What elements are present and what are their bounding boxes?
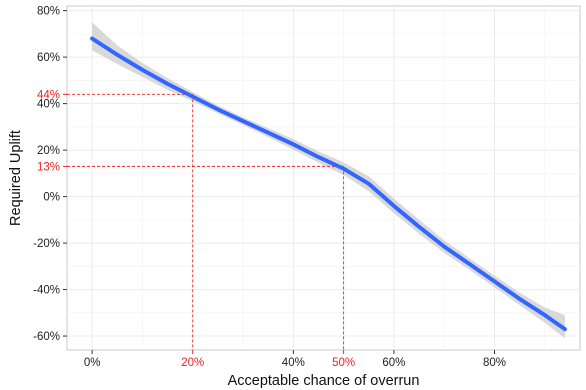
y-tick-label: 44% xyxy=(37,89,60,101)
y-tick-label: 0% xyxy=(43,192,60,204)
y-axis-title: Required Uplift xyxy=(8,130,24,226)
x-axis-title: Acceptable chance of overrun xyxy=(228,373,420,389)
y-tick-label: 20% xyxy=(37,145,60,157)
y-tick-label: 80% xyxy=(37,6,60,18)
x-tick-label: 80% xyxy=(483,357,506,369)
x-tick-label: 50% xyxy=(332,357,355,369)
x-tick-label: 0% xyxy=(84,357,101,369)
grid xyxy=(66,5,581,351)
x-tick-label: 20% xyxy=(181,357,204,369)
x-tick-label: 40% xyxy=(282,357,305,369)
x-tick-label: 60% xyxy=(382,357,405,369)
axis-ticks xyxy=(63,10,495,354)
tick-labels: 80%60%44%40%20%13%0%-20%-40%-60%0% 20% 40%… xyxy=(33,6,506,369)
y-tick-label: 60% xyxy=(37,52,60,64)
y-tick-label: -40% xyxy=(33,285,60,297)
y-tick-label: 40% xyxy=(37,99,60,111)
y-tick-label: 13% xyxy=(37,161,60,173)
highlight-guides xyxy=(67,93,345,350)
series-line xyxy=(90,36,567,332)
y-tick-label: -20% xyxy=(33,238,60,250)
y-tick-label: -60% xyxy=(33,331,60,343)
